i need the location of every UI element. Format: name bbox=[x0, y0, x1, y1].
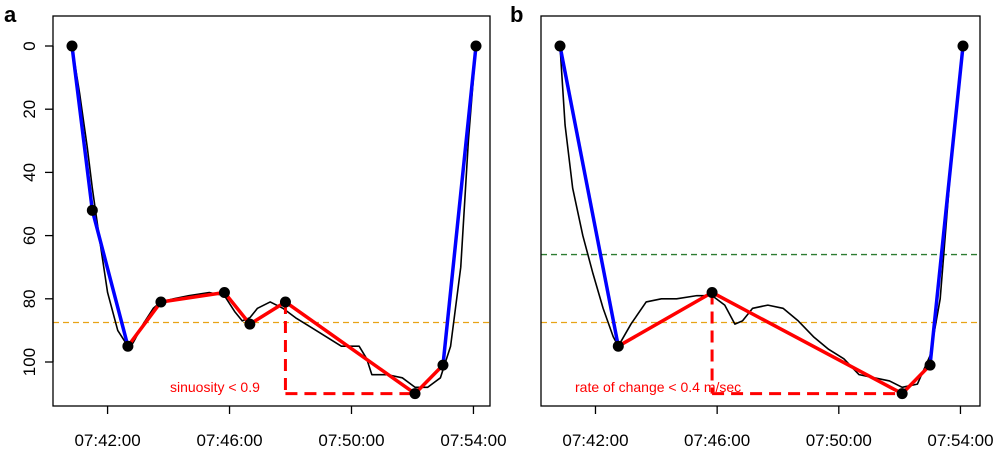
y-tick-label: 40 bbox=[20, 163, 39, 182]
bottom_phase-segment-line bbox=[617, 290, 932, 396]
vertex-point bbox=[554, 40, 566, 52]
ascent-segment-line bbox=[928, 45, 965, 366]
vertex-point bbox=[437, 359, 449, 371]
y-tick-label: 0 bbox=[20, 41, 39, 50]
vertex-point bbox=[957, 40, 969, 52]
vertex-point bbox=[86, 204, 98, 216]
x-tick-label: 07:42:00 bbox=[562, 431, 628, 450]
x-tick-label: 07:42:00 bbox=[74, 431, 140, 450]
y-tick-label: 60 bbox=[20, 226, 39, 245]
plot-frame bbox=[540, 15, 981, 407]
vertex-point bbox=[409, 388, 421, 400]
y-tick-label: 80 bbox=[20, 289, 39, 308]
annotation-label: sinuosity < 0.9 bbox=[170, 379, 260, 395]
panel-a: a sinuosity < 0.9 07:42:00 07:46:00 07:50:00… bbox=[4, 2, 507, 450]
vertex-point bbox=[66, 40, 78, 52]
descent-segment-line bbox=[70, 45, 130, 347]
y-tick-label: 100 bbox=[20, 348, 39, 376]
vertex-point bbox=[706, 286, 718, 298]
vertex-point bbox=[470, 40, 482, 52]
vertex-point bbox=[924, 359, 936, 371]
vertex-point bbox=[279, 296, 291, 308]
annotation-label: rate of change < 0.4 m/sec bbox=[575, 379, 741, 395]
panel-b: b rate of change < 0.4 m/sec 07:42:00 07:46… bbox=[510, 2, 994, 450]
x-tick-label: 07:50:00 bbox=[318, 431, 384, 450]
vertex-point bbox=[218, 286, 230, 298]
x-tick-label: 07:54:00 bbox=[927, 431, 993, 450]
depth-profile-line bbox=[71, 45, 477, 389]
x-tick-label: 07:54:00 bbox=[440, 431, 506, 450]
panel-label: b bbox=[510, 2, 523, 27]
vertex-point bbox=[155, 296, 167, 308]
vertex-point bbox=[612, 340, 624, 352]
vertex-point bbox=[122, 340, 134, 352]
x-tick-label: 07:46:00 bbox=[684, 431, 750, 450]
ascent-segment-line bbox=[441, 45, 478, 366]
vertex-point bbox=[244, 318, 256, 330]
y-tick-label: 20 bbox=[20, 100, 39, 119]
descent-segment-line bbox=[558, 45, 621, 347]
depth-profile-line bbox=[559, 45, 964, 389]
x-tick-label: 07:46:00 bbox=[196, 431, 262, 450]
vertex-point bbox=[896, 388, 908, 400]
panel-label: a bbox=[4, 2, 17, 27]
x-tick-label: 07:50:00 bbox=[806, 431, 872, 450]
plot-frame bbox=[52, 15, 491, 407]
